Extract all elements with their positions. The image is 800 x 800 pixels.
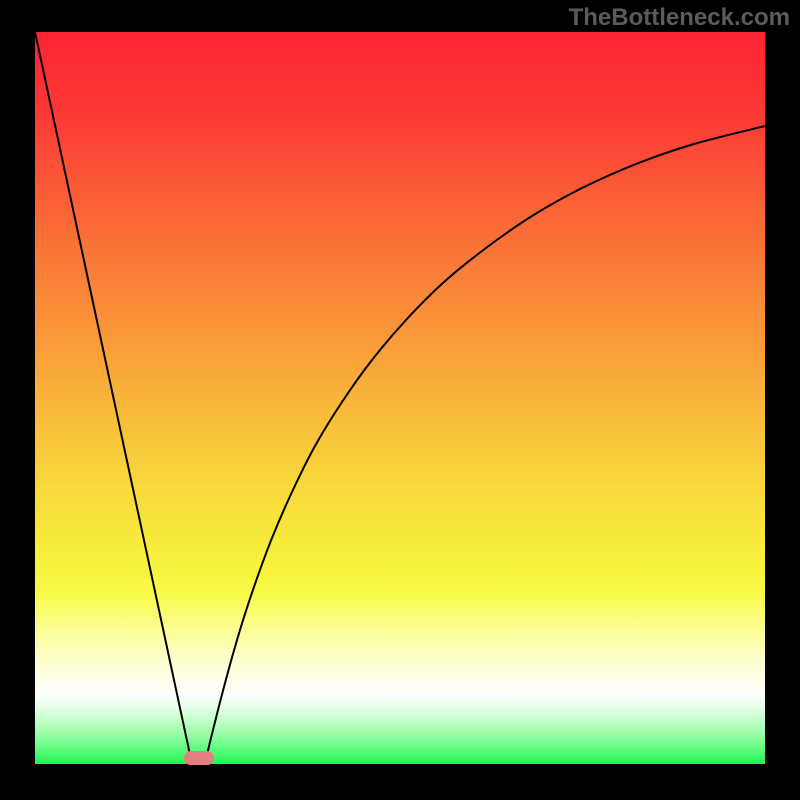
right-curve xyxy=(205,126,765,764)
left-line xyxy=(35,32,192,764)
watermark-text: TheBottleneck.com xyxy=(569,4,790,32)
curve-layer xyxy=(0,0,800,800)
minimum-marker xyxy=(184,751,214,765)
chart-container: TheBottleneck.com xyxy=(0,0,800,800)
